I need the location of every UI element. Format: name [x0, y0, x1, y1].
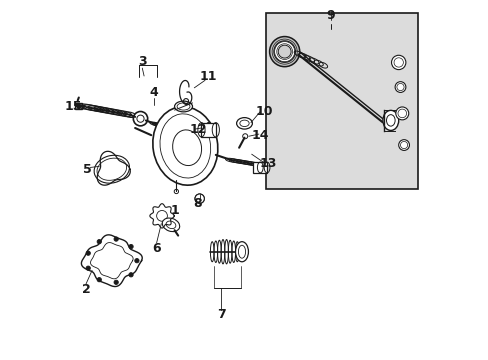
Text: 3: 3 — [138, 55, 146, 68]
Text: 14: 14 — [251, 129, 269, 142]
Circle shape — [195, 194, 204, 203]
Circle shape — [398, 140, 408, 150]
Circle shape — [106, 158, 110, 162]
Circle shape — [110, 177, 113, 181]
Ellipse shape — [235, 242, 248, 262]
Text: 13: 13 — [259, 157, 276, 170]
Ellipse shape — [162, 218, 179, 231]
Text: 2: 2 — [81, 283, 90, 296]
Text: 4: 4 — [149, 86, 158, 99]
Circle shape — [97, 239, 101, 244]
Polygon shape — [97, 151, 130, 185]
Text: 11: 11 — [200, 69, 217, 82]
Circle shape — [86, 266, 90, 270]
Circle shape — [97, 278, 101, 282]
Circle shape — [395, 107, 408, 120]
Ellipse shape — [174, 101, 192, 112]
Bar — [252, 162, 266, 173]
Ellipse shape — [236, 118, 252, 129]
Circle shape — [133, 112, 147, 126]
Circle shape — [114, 237, 118, 241]
Circle shape — [195, 194, 204, 203]
Circle shape — [100, 169, 103, 173]
Text: 5: 5 — [83, 163, 92, 176]
Text: 15: 15 — [64, 100, 81, 113]
Text: 12: 12 — [189, 123, 206, 136]
Circle shape — [86, 251, 90, 255]
Text: 9: 9 — [325, 9, 334, 22]
Bar — [75, 103, 81, 109]
Text: 7: 7 — [216, 308, 225, 321]
Bar — [201, 123, 215, 137]
Circle shape — [119, 162, 122, 166]
Polygon shape — [150, 204, 174, 228]
Circle shape — [394, 82, 405, 93]
Text: 1: 1 — [170, 204, 179, 217]
Ellipse shape — [382, 111, 398, 130]
Text: 8: 8 — [193, 197, 202, 210]
Ellipse shape — [94, 155, 129, 183]
Circle shape — [269, 37, 299, 67]
Text: 6: 6 — [152, 242, 161, 255]
Bar — [265, 13, 418, 189]
Circle shape — [273, 41, 295, 62]
Circle shape — [129, 244, 133, 249]
Circle shape — [135, 258, 139, 263]
Polygon shape — [81, 235, 142, 287]
Ellipse shape — [204, 123, 212, 137]
Ellipse shape — [153, 107, 217, 185]
Circle shape — [391, 55, 405, 69]
Text: 10: 10 — [255, 105, 272, 118]
Circle shape — [278, 45, 290, 58]
Circle shape — [114, 280, 118, 284]
Circle shape — [129, 273, 133, 277]
